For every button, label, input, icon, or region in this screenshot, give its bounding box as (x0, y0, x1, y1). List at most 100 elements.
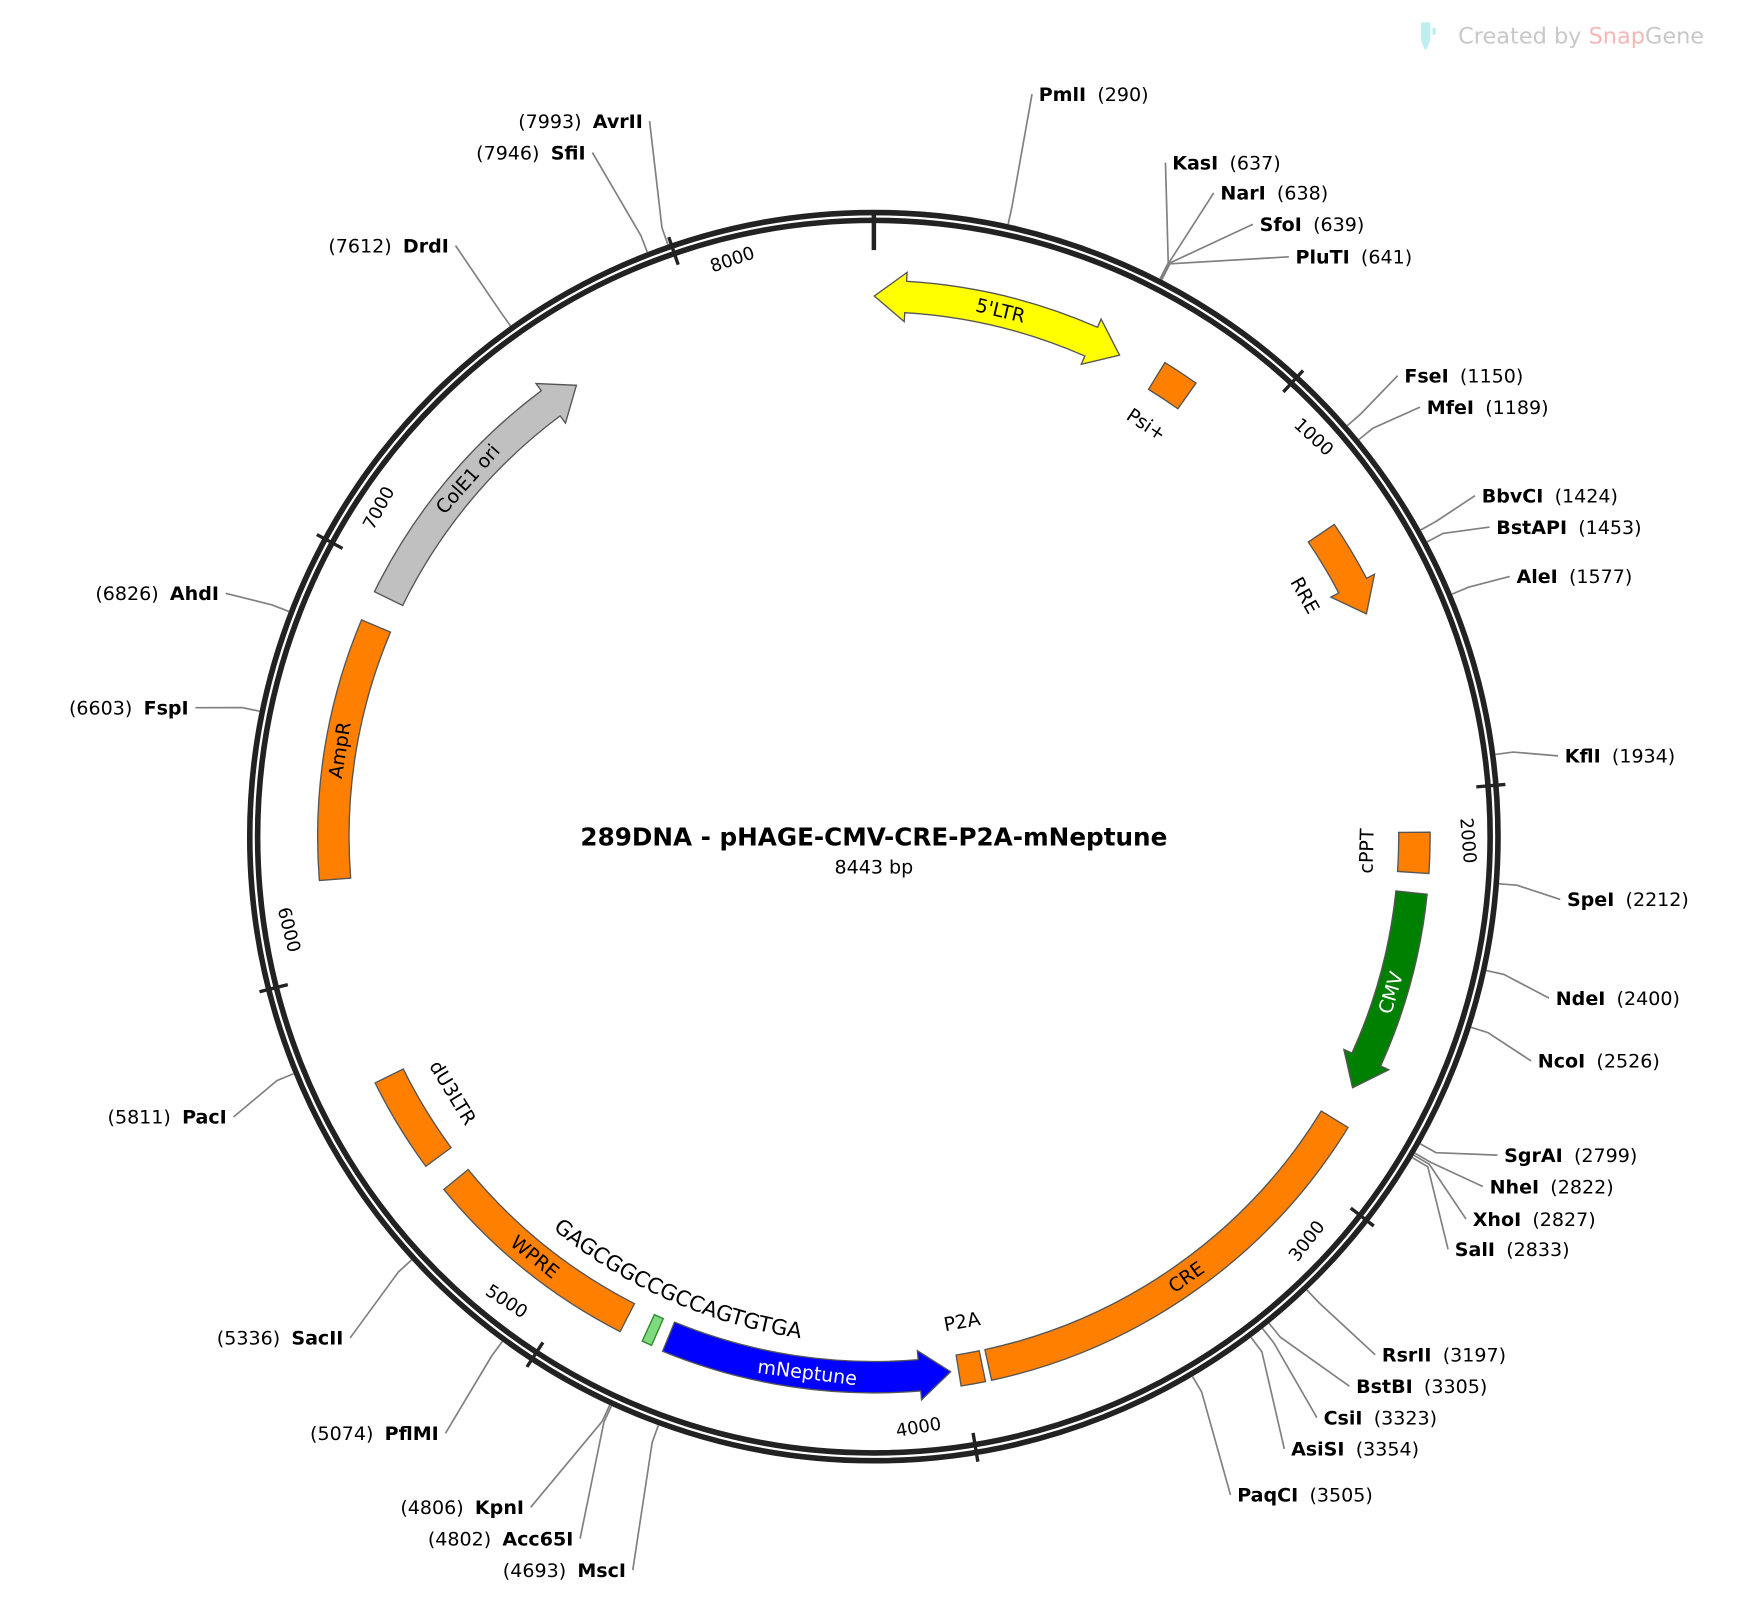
enzyme-label[interactable]: BbvCI (1424) (1482, 485, 1618, 507)
feature-ampr[interactable]: AmpR (316, 619, 392, 882)
enzyme-label[interactable]: (7612) DrdI (328, 235, 448, 257)
enzyme-label[interactable]: SalI (2833) (1455, 1239, 1570, 1261)
feature-label: dU3LTR (424, 1057, 480, 1129)
enzyme-label[interactable]: NheI (2822) (1490, 1176, 1614, 1198)
enzyme-label[interactable]: NcoI (2526) (1538, 1051, 1660, 1073)
feature-shape[interactable] (1307, 523, 1376, 615)
enzyme-position: (4806) (400, 1497, 463, 1519)
enzyme-label[interactable]: FseI (1150) (1404, 365, 1523, 387)
enzyme-site-bstbi[interactable]: BstBI (3305) (1268, 1322, 1487, 1398)
enzyme-label[interactable]: PmlI (290) (1039, 84, 1149, 106)
enzyme-label[interactable]: AsiSI (3354) (1291, 1439, 1419, 1461)
feature-shape[interactable] (873, 271, 1121, 366)
enzyme-site-sali[interactable]: SalI (2833) (1411, 1156, 1570, 1261)
enzyme-site-nhei[interactable]: NheI (2822) (1414, 1152, 1614, 1198)
enzyme-site-sgrai[interactable]: SgrAI (2799) (1419, 1143, 1637, 1167)
enzyme-site-ahdi[interactable]: (6826) AhdI (95, 583, 290, 613)
enzyme-label[interactable]: SpeI (2212) (1567, 889, 1689, 911)
enzyme-connector-line (1159, 162, 1170, 280)
enzyme-label[interactable]: (6603) FspI (69, 697, 189, 719)
enzyme-site-sacii[interactable]: (5336) SacII (217, 1259, 413, 1350)
enzyme-site-mfei[interactable]: MfeI (1189) (1358, 397, 1549, 441)
enzyme-label[interactable]: (4802) Acc65I (428, 1528, 573, 1550)
enzyme-site-kpni[interactable]: (4806) KpnI (400, 1404, 611, 1519)
enzyme-label[interactable]: AleI (1577) (1516, 566, 1632, 588)
enzyme-label[interactable]: KflI (1934) (1565, 746, 1676, 768)
enzyme-site-sfii[interactable]: (7946) SfiI (476, 142, 649, 253)
enzyme-site-acc65i[interactable]: (4802) Acc65I (428, 1405, 613, 1550)
enzyme-site-ncoi[interactable]: NcoI (2526) (1470, 1026, 1660, 1073)
feature-cmv[interactable]: CMV (1342, 890, 1428, 1089)
enzyme-name: PluTI (1296, 247, 1350, 269)
enzyme-label[interactable]: NarI (638) (1220, 183, 1328, 205)
enzyme-label[interactable]: (6826) AhdI (95, 583, 219, 605)
enzyme-site-csii[interactable]: CsiI (3323) (1261, 1328, 1438, 1430)
enzyme-site-spei[interactable]: SpeI (2212) (1498, 882, 1689, 911)
feature-shape[interactable] (374, 1068, 453, 1168)
enzyme-site-paqci[interactable]: PaqCI (3505) (1191, 1376, 1373, 1507)
primer-marker[interactable] (641, 1313, 665, 1347)
enzyme-site-pflmi[interactable]: (5074) PflMI (310, 1341, 503, 1445)
enzyme-position: (3505) (1309, 1485, 1372, 1507)
enzyme-label[interactable]: (4693) MscI (503, 1560, 626, 1582)
enzyme-label[interactable]: BstAPI (1453) (1496, 517, 1641, 539)
tick-mark (1282, 369, 1305, 394)
feature-shape[interactable] (316, 619, 392, 882)
feature-shape[interactable] (661, 1321, 952, 1402)
feature-shape[interactable] (1342, 890, 1428, 1089)
enzyme-label[interactable]: BstBI (3305) (1356, 1376, 1487, 1398)
feature-rre[interactable]: RRE (1285, 523, 1376, 618)
enzyme-site-bbvci[interactable]: BbvCI (1424) (1420, 485, 1618, 531)
enzyme-site-kfli[interactable]: KflI (1934) (1495, 746, 1675, 768)
enzyme-site-paci[interactable]: (5811) PacI (108, 1072, 294, 1129)
enzyme-label[interactable]: (7993) AvrII (518, 111, 643, 133)
enzyme-site-alei[interactable]: AleI (1577) (1451, 566, 1632, 595)
enzyme-site-rsrii[interactable]: RsrII (3197) (1306, 1289, 1506, 1366)
enzyme-connector-line (1420, 494, 1476, 531)
feature-cppt[interactable]: cPPT (1355, 828, 1431, 875)
feature-p2a[interactable]: P2A (942, 1308, 987, 1387)
feature-shape[interactable] (1147, 361, 1197, 410)
enzyme-name: SfoI (1260, 214, 1302, 236)
enzyme-site-ndei[interactable]: NdeI (2400) (1486, 969, 1680, 1010)
enzyme-site-xhoi[interactable]: XhoI (2827) (1413, 1154, 1596, 1231)
enzyme-label[interactable]: MfeI (1189) (1427, 397, 1549, 419)
feature-shape[interactable] (1396, 831, 1431, 875)
enzyme-label[interactable]: (4806) KpnI (400, 1497, 524, 1519)
enzyme-label[interactable]: (5336) SacII (217, 1328, 344, 1350)
enzyme-site-fsei[interactable]: FseI (1150) (1346, 365, 1523, 427)
enzyme-site-fspi[interactable]: (6603) FspI (69, 697, 260, 719)
enzyme-site-msci[interactable]: (4693) MscI (503, 1425, 660, 1582)
feature-shape[interactable] (955, 1350, 987, 1387)
enzyme-label[interactable]: KasI (637) (1172, 152, 1280, 174)
feature-shape[interactable] (442, 1168, 636, 1333)
enzyme-position: (1453) (1578, 517, 1641, 539)
enzyme-label[interactable]: (7946) SfiI (476, 142, 585, 164)
enzyme-site-pmli[interactable]: PmlI (290) (1007, 84, 1149, 225)
enzyme-site-drdi[interactable]: (7612) DrdI (328, 235, 512, 327)
feature-cole1-ori[interactable]: ColE1 ori (373, 382, 578, 607)
enzyme-site-asisi[interactable]: AsiSI (3354) (1250, 1336, 1419, 1461)
tick-mark (971, 1432, 980, 1462)
enzyme-site-sfoi[interactable]: SfoI (639) (1160, 214, 1365, 280)
enzyme-label[interactable]: XhoI (2827) (1473, 1209, 1596, 1231)
feature-shape[interactable] (373, 382, 578, 607)
enzyme-site-pluti[interactable]: PluTI (641) (1160, 247, 1413, 281)
enzyme-label[interactable]: (5074) PflMI (310, 1423, 439, 1445)
feature-shape[interactable] (984, 1110, 1349, 1382)
enzyme-label[interactable]: (5811) PacI (108, 1107, 227, 1129)
feature-psi-[interactable]: Psi+ (1122, 361, 1197, 446)
enzyme-site-bstapi[interactable]: BstAPI (1453) (1426, 517, 1642, 543)
enzyme-label[interactable]: NdeI (2400) (1556, 988, 1680, 1010)
tick-mark (1349, 1206, 1375, 1228)
feature-5-ltr[interactable]: 5'LTR (873, 271, 1121, 366)
enzyme-label[interactable]: RsrII (3197) (1382, 1344, 1506, 1366)
enzyme-label[interactable]: PluTI (641) (1296, 247, 1413, 269)
enzyme-label[interactable]: SfoI (639) (1260, 214, 1365, 236)
enzyme-site-avrii[interactable]: (7993) AvrII (518, 111, 669, 245)
enzyme-label[interactable]: CsiI (3323) (1324, 1407, 1437, 1429)
feature-mneptune[interactable]: mNeptune (661, 1321, 952, 1402)
enzyme-label[interactable]: PaqCI (3505) (1237, 1485, 1373, 1507)
feature-du3ltr[interactable]: dU3LTR (374, 1057, 480, 1168)
enzyme-label[interactable]: SgrAI (2799) (1504, 1145, 1637, 1167)
